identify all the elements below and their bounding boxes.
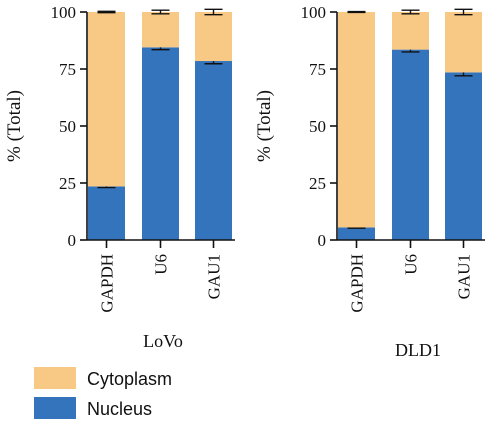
error-bar-cytoplasm-u6: [151, 9, 170, 15]
bar-nucleus-u6: [392, 49, 429, 241]
error-bar-cytoplasm-gapdh: [347, 10, 366, 14]
legend-label: Nucleus: [87, 399, 152, 419]
bar-cytoplasm-gapdh: [88, 12, 125, 187]
error-bar-cytoplasm-gau1: [204, 8, 223, 16]
legend-swatch: [34, 367, 76, 389]
y-tick-label: 0: [318, 231, 327, 250]
bar-cytoplasm-gapdh: [338, 12, 375, 228]
y-tick-label: 75: [59, 60, 76, 79]
bar-cytoplasm-gau1: [445, 12, 482, 73]
y-tick-label: 100: [51, 3, 77, 22]
y-tick-label: 100: [301, 3, 327, 22]
x-tick-label-gapdh: GAPDH: [98, 254, 117, 313]
legend-label: Cytoplasm: [87, 369, 172, 389]
panel-lovo: 0 25 50 75 100 GAPDH U6 GAU1 % (Total) LoVo: [4, 3, 235, 351]
panel-title: DLD1: [395, 340, 441, 360]
error-bar-cytoplasm-gapdh: [97, 10, 116, 14]
error-bar-cytoplasm-u6: [401, 9, 420, 15]
y-tick-label: 25: [59, 174, 76, 193]
x-tick-label-u6: U6: [152, 254, 171, 275]
bar-cytoplasm-gau1: [195, 12, 232, 62]
panel-dld1: 0 25 50 75 100 GAPDH U6 GAU1 % (Total) DLD1: [254, 3, 485, 360]
bar-nucleus-gau1: [195, 61, 232, 240]
panel-title: LoVo: [143, 331, 183, 351]
legend: Cytoplasm Nucleus: [34, 367, 172, 419]
legend-item-nucleus: Nucleus: [34, 397, 152, 419]
y-tick-label: 25: [309, 174, 326, 193]
bar-nucleus-gapdh: [338, 227, 375, 240]
bar-cytoplasm-u6: [392, 12, 429, 50]
y-axis-label: % (Total): [254, 90, 275, 162]
y-tick-label: 75: [309, 60, 326, 79]
bar-cytoplasm-u6: [142, 12, 179, 48]
y-tick-label: 50: [309, 117, 326, 136]
error-bar-cytoplasm-gau1: [454, 8, 473, 16]
x-tick-label-gau1: GAU1: [455, 254, 474, 299]
x-tick-label-gau1: GAU1: [205, 254, 224, 299]
y-axis-label: % (Total): [4, 90, 25, 162]
legend-item-cytoplasm: Cytoplasm: [34, 367, 172, 389]
bar-nucleus-gapdh: [88, 186, 125, 240]
bar-nucleus-u6: [142, 47, 179, 241]
bar-nucleus-gau1: [445, 72, 482, 240]
y-tick-label: 50: [59, 117, 76, 136]
x-tick-label-u6: U6: [402, 254, 421, 275]
legend-swatch: [34, 397, 76, 419]
x-tick-label-gapdh: GAPDH: [348, 254, 367, 313]
y-tick-label: 0: [68, 231, 77, 250]
